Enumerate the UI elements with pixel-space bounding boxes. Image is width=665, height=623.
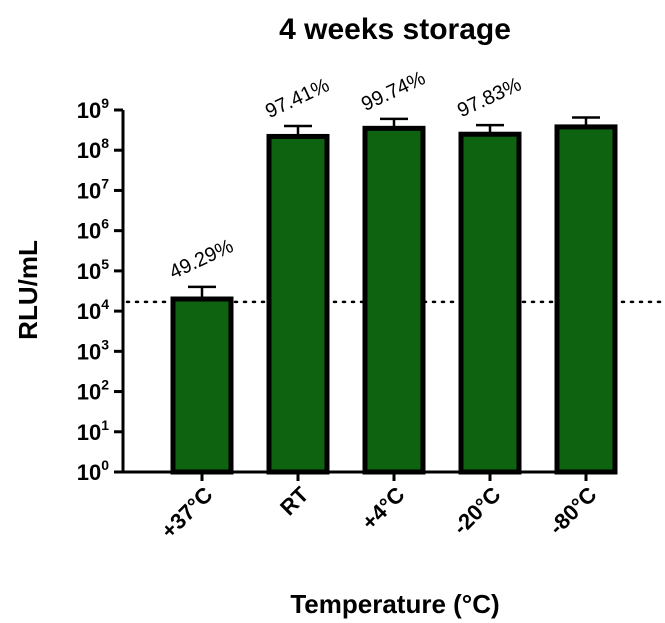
bar-1 [170,296,234,475]
data-label: 49.29% [166,235,237,284]
bars-group: 49.29% 97.41% 99.74% 97.83% [166,67,618,475]
x-tick-label: +37°C [156,482,218,544]
x-tick-label: -20°C [448,482,506,540]
x-tick-label: -80°C [544,482,602,540]
bar-5 [554,124,618,475]
x-tick-label: +4°C [357,482,410,535]
data-label: 97.41% [262,74,333,123]
y-tick-label: 103 [77,336,109,364]
bar-4 [458,131,522,475]
x-axis-label: Temperature (°C) [290,589,499,619]
y-tick-label: 104 [77,296,109,324]
y-tick-label: 102 [77,377,109,405]
chart-title: 4 weeks storage [279,13,511,46]
y-tick-label: 106 [77,216,109,244]
y-tick-label: 100 [77,457,109,485]
y-axis-label: RLU/mL [13,240,43,340]
y-tick-label: 101 [77,417,109,445]
data-label: 99.74% [358,67,429,116]
bar-2 [266,133,330,475]
x-axis-ticks: +37°C RT +4°C -20°C -80°C [156,472,602,543]
y-axis-ticks: 100 101 102 103 104 105 106 107 108 109 [77,95,123,485]
y-tick-label: 107 [77,175,109,203]
bar-3 [362,125,426,475]
x-tick-label: RT [275,481,314,520]
data-label: 97.83% [454,73,525,122]
y-tick-label: 105 [77,256,109,284]
y-tick-label: 108 [77,135,109,163]
y-tick-label: 109 [77,95,109,123]
